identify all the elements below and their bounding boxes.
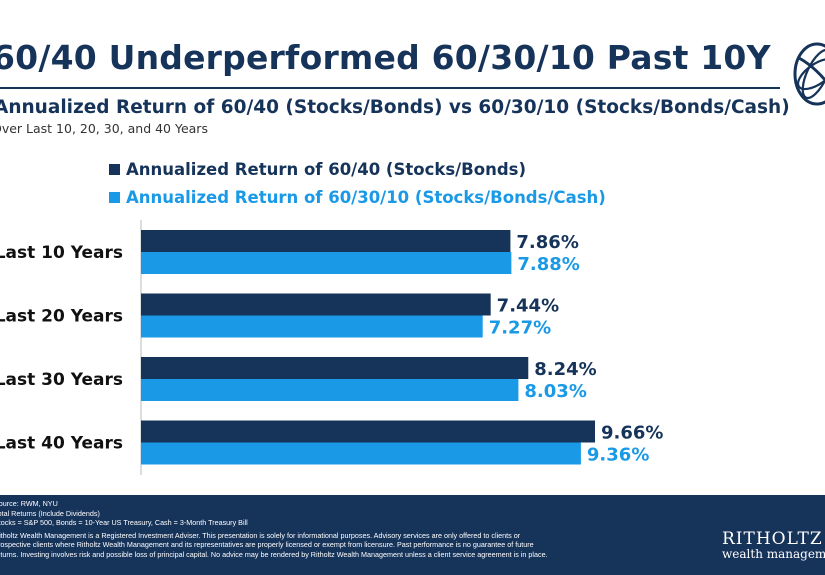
bar xyxy=(141,230,511,252)
disclaimer-line: Ritholtz Wealth Management is a Register… xyxy=(0,530,521,540)
page-title: 60/40 Underperformed 60/30/10 Past 10Y xyxy=(0,38,771,77)
data-label: 9.36% xyxy=(587,445,649,466)
chart-subtitle: Annualized Return of 60/40 (Stocks/Bonds… xyxy=(0,97,790,118)
category-label: Last 20 Years xyxy=(0,307,123,327)
category-label: Last 10 Years xyxy=(0,243,123,263)
legend-item-60-30-10: Annualized Return of 60/30/10 (Stocks/Bo… xyxy=(109,183,606,211)
data-label: 7.44% xyxy=(497,296,559,317)
disclaimer-line: returns. Investing involves risk and pos… xyxy=(0,549,548,559)
bar xyxy=(141,442,581,465)
data-label: 9.66% xyxy=(601,423,663,444)
bar xyxy=(141,315,483,338)
footer-notes: Source: RWM, NYU Total Returns (Include … xyxy=(0,499,634,560)
legend-label-60-40: Annualized Return of 60/40 (Stocks/Bonds… xyxy=(126,159,526,179)
chart-period-note: Over Last 10, 20, 30, and 40 Years xyxy=(0,121,208,136)
brand-name: RITHOLTZ xyxy=(722,529,823,549)
data-label: 8.03% xyxy=(524,381,586,402)
bar xyxy=(141,252,512,274)
legend-swatch-60-30-10 xyxy=(109,191,120,203)
disclaimer-line: prospective clients where Ritholtz Wealt… xyxy=(0,540,534,550)
definitions-note: Stocks = S&P 500, Bonds = 10-Year US Tre… xyxy=(0,518,248,528)
legend-swatch-60-40 xyxy=(109,163,120,175)
bar xyxy=(141,293,491,316)
bar xyxy=(141,379,519,401)
bar-chart: Last 10 Years 7.86%7.88% Last 20 Years 7.44… xyxy=(0,220,663,475)
chart-legend: Annualized Return of 60/40 (Stocks/Bonds… xyxy=(109,155,606,211)
bar xyxy=(141,420,596,443)
category-label: Last 40 Years xyxy=(0,434,123,454)
data-label: 7.27% xyxy=(489,318,551,339)
data-label: 7.88% xyxy=(517,254,579,275)
title-divider xyxy=(0,87,780,89)
returns-note: Total Returns (Include Dividends) xyxy=(0,508,100,518)
category-label: Last 30 Years xyxy=(0,370,123,390)
legend-item-60-40: Annualized Return of 60/40 (Stocks/Bonds… xyxy=(109,155,606,183)
data-label: 7.86% xyxy=(516,232,578,253)
source-note: Source: RWM, NYU xyxy=(0,499,58,508)
legend-label-60-30-10: Annualized Return of 60/30/10 (Stocks/Bo… xyxy=(126,187,606,207)
brand-logo: RITHOLTZ wealth management xyxy=(722,531,825,561)
bar xyxy=(141,357,529,379)
globe-logo-icon xyxy=(793,42,825,106)
data-label: 8.24% xyxy=(534,359,596,380)
footer: Source: RWM, NYU Total Returns (Include … xyxy=(0,495,825,575)
brand-subtitle: wealth management xyxy=(722,547,825,561)
